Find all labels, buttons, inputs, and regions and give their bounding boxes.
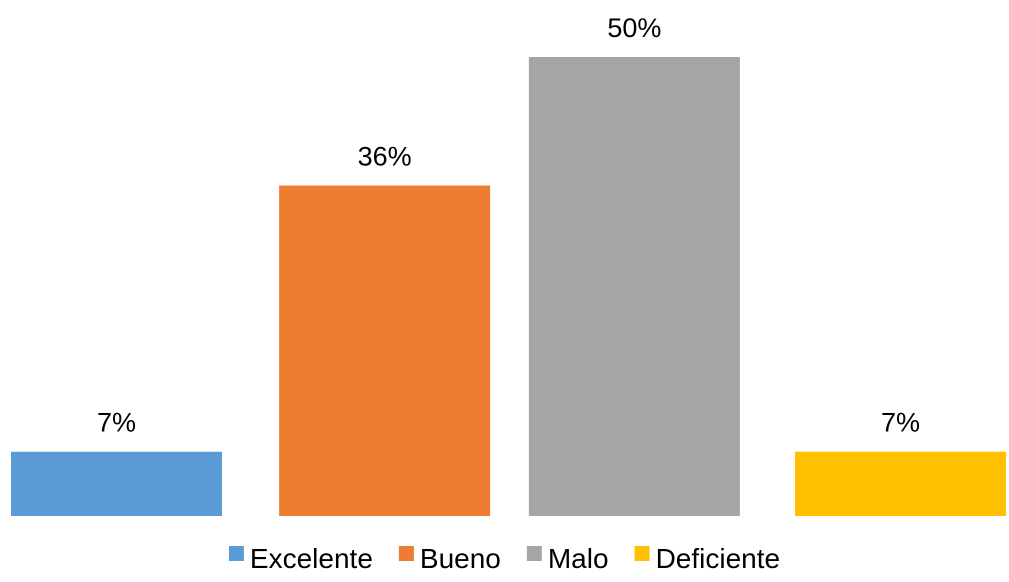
bar-malo <box>528 57 740 516</box>
legend-swatch-bueno <box>398 546 414 561</box>
legend-swatch-malo <box>526 546 542 561</box>
data-label-group: 7% 36% 50% 7% <box>97 13 920 438</box>
data-label-malo: 50% <box>607 13 661 43</box>
legend-swatch-deficiente <box>634 546 650 561</box>
bar-bueno <box>279 185 491 516</box>
legend-label-deficiente: Deficiente <box>656 543 781 574</box>
data-label-bueno: 36% <box>358 142 412 172</box>
legend-label-bueno: Bueno <box>420 543 501 574</box>
data-label-excelente: 7% <box>97 408 136 438</box>
legend: Excelente Bueno Malo Deficiente <box>228 543 781 574</box>
legend-label-malo: Malo <box>548 543 609 574</box>
data-label-deficiente: 7% <box>881 408 920 438</box>
legend-swatch-excelente <box>228 546 244 561</box>
bar-deficiente <box>795 451 1006 516</box>
bar-group <box>11 57 1006 516</box>
bar-excelente <box>11 451 222 516</box>
legend-label-excelente: Excelente <box>250 543 373 574</box>
